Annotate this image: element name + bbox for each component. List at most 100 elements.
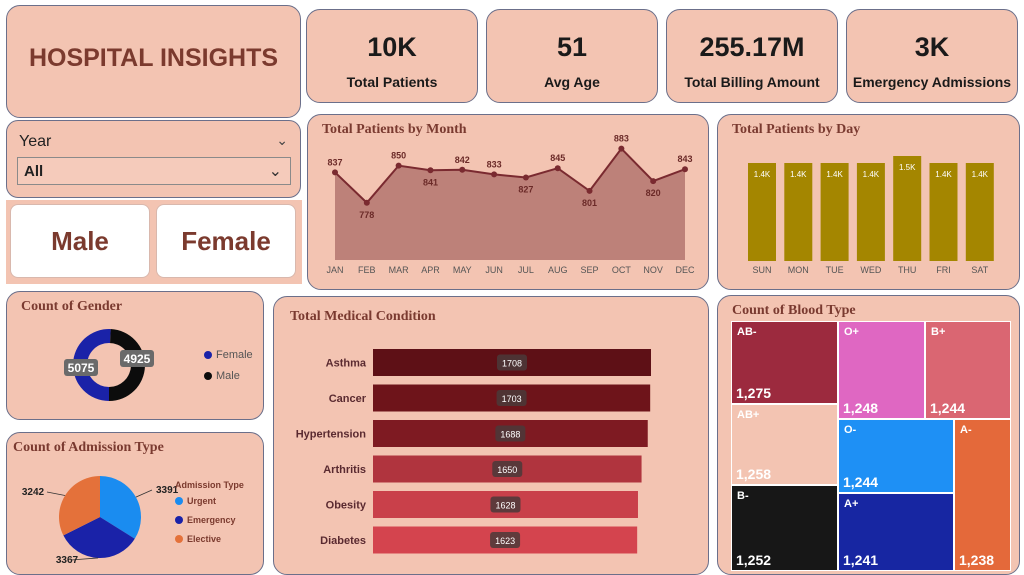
kpi-value: 10K [367, 32, 417, 62]
data-label: 1.4K [826, 170, 843, 179]
chevron-down-icon[interactable]: ⌄ [276, 132, 288, 148]
day-bar [748, 163, 776, 261]
kpi-card-total-patients: 10K Total Patients [306, 9, 478, 103]
x-tick-label: MAR [389, 265, 410, 275]
gender-filter: Male Female [6, 200, 302, 284]
data-point [618, 145, 625, 152]
gender-chart-card: Count of Gender 5075 4925 Female Male [6, 291, 264, 420]
blood-chart-card: Count of Blood Type AB- 1,275 O+ 1,248 B+ 1,2… [717, 295, 1020, 575]
y-tick-label: Diabetes [320, 535, 366, 547]
legend-item[interactable]: Male [204, 370, 240, 382]
treemap-tile-AB-neg[interactable]: AB- 1,275 [731, 321, 838, 404]
data-label: 883 [614, 134, 629, 144]
tile-value: 1,252 [736, 552, 772, 568]
legend-item[interactable]: Urgent [175, 496, 216, 506]
data-point [682, 166, 688, 173]
data-label: 843 [677, 154, 692, 164]
y-tick-label: Hypertension [296, 429, 367, 441]
y-tick-label: Obesity [326, 500, 367, 512]
kpi-value: 51 [556, 32, 588, 62]
day-bar [820, 163, 849, 261]
kpi-label: Emergency Admissions [852, 74, 1012, 90]
data-label: 1628 [495, 501, 515, 511]
data-label-bg [490, 532, 521, 548]
leader-line [70, 557, 99, 561]
female-button[interactable]: Female [156, 204, 296, 278]
series-line [334, 147, 686, 205]
kpi-value: 3K [914, 32, 950, 62]
year-dropdown[interactable]: All ⌄ [17, 157, 291, 185]
area-fill [335, 148, 685, 260]
x-tick-label: JUN [485, 265, 503, 275]
kpi-card-avg-age: 51 Avg Age [486, 9, 658, 103]
chart-title: Total Medical Condition [290, 309, 436, 324]
chart-title: Total Patients by Day [732, 122, 861, 137]
x-tick-label: SAT [971, 265, 988, 275]
tile-value: 1,238 [959, 552, 995, 568]
data-label: 3242 [22, 487, 45, 498]
blood-treemap: AB- 1,275 O+ 1,248 B+ 1,244 AB+ 1,258 O- 1,244 A- 1… [731, 321, 1011, 571]
tile-value: 1,248 [843, 400, 879, 416]
data-label: 1650 [497, 465, 517, 475]
data-label: 1708 [502, 359, 522, 369]
data-label-bg [490, 496, 521, 513]
tile-label: B- [737, 490, 749, 502]
tile-value: 1,241 [843, 552, 879, 568]
chart-title: Total Patients by Month [322, 122, 467, 137]
legend-item[interactable]: Emergency [175, 515, 236, 525]
data-label: 845 [550, 153, 565, 163]
x-tick-label: SEP [581, 265, 599, 275]
y-tick-label: Asthma [326, 358, 367, 370]
treemap-tile-A-pos[interactable]: A+ 1,241 [838, 493, 954, 571]
tile-label: O+ [844, 326, 859, 338]
tile-value: 1,244 [930, 400, 966, 416]
pie-slice [100, 476, 141, 539]
tile-value: 1,275 [736, 385, 772, 401]
pie-slice [63, 517, 135, 558]
kpi-label: Total Patients [346, 74, 438, 90]
data-label: 1688 [500, 430, 520, 440]
treemap-tile-B-pos[interactable]: B+ 1,244 [925, 321, 1011, 419]
data-label: 1703 [502, 394, 522, 404]
treemap-tile-A-neg[interactable]: A- 1,238 [954, 419, 1011, 571]
data-label: 850 [391, 151, 406, 161]
treemap-tile-O-neg[interactable]: O- 1,244 [838, 419, 954, 493]
legend-label: Emergency [187, 515, 236, 525]
tile-label: AB+ [737, 409, 760, 421]
data-label: 833 [487, 159, 502, 169]
treemap-tile-O-pos[interactable]: O+ 1,248 [838, 321, 925, 419]
kpi-value: 255.17M [699, 32, 805, 62]
treemap-tile-B-neg[interactable]: B- 1,252 [731, 485, 838, 571]
x-tick-label: NOV [643, 265, 663, 275]
data-point [586, 187, 593, 194]
legend-dot [204, 351, 212, 359]
kpi-card-emergency: 3K Emergency Admissions [846, 9, 1018, 103]
day-bar [893, 156, 922, 261]
data-label: 841 [423, 177, 438, 187]
legend-item[interactable]: Elective [175, 534, 221, 544]
legend-item[interactable]: Female [204, 349, 253, 361]
leader-line [135, 489, 153, 498]
data-label: 1623 [495, 536, 515, 546]
legend-dot [175, 516, 183, 524]
data-label: 827 [518, 184, 533, 194]
data-label: 1.4K [754, 170, 771, 179]
treemap-tile-AB-pos[interactable]: AB+ 1,258 [731, 404, 838, 485]
data-point [522, 174, 529, 181]
male-button[interactable]: Male [10, 204, 150, 278]
x-tick-label: JUL [518, 265, 534, 275]
leader-line [46, 491, 66, 496]
data-label: 1.4K [935, 170, 952, 179]
x-tick-label: THU [898, 265, 917, 275]
chevron-down-icon[interactable]: ⌄ [268, 163, 282, 180]
month-area-chart: 837 JAN 778 FEB 850 MAR 841 APR 842 MAY 833 JUN 827 J… [326, 134, 695, 275]
tile-label: A- [960, 424, 972, 436]
kpi-label: Avg Age [544, 74, 600, 90]
legend-label: Urgent [187, 496, 216, 506]
data-label: 4925 [124, 352, 151, 366]
pie-slice [59, 476, 100, 536]
x-tick-label: FRI [936, 265, 951, 275]
y-tick-label: Cancer [329, 393, 367, 405]
data-label: 801 [582, 198, 597, 208]
legend-label: Female [216, 349, 253, 361]
